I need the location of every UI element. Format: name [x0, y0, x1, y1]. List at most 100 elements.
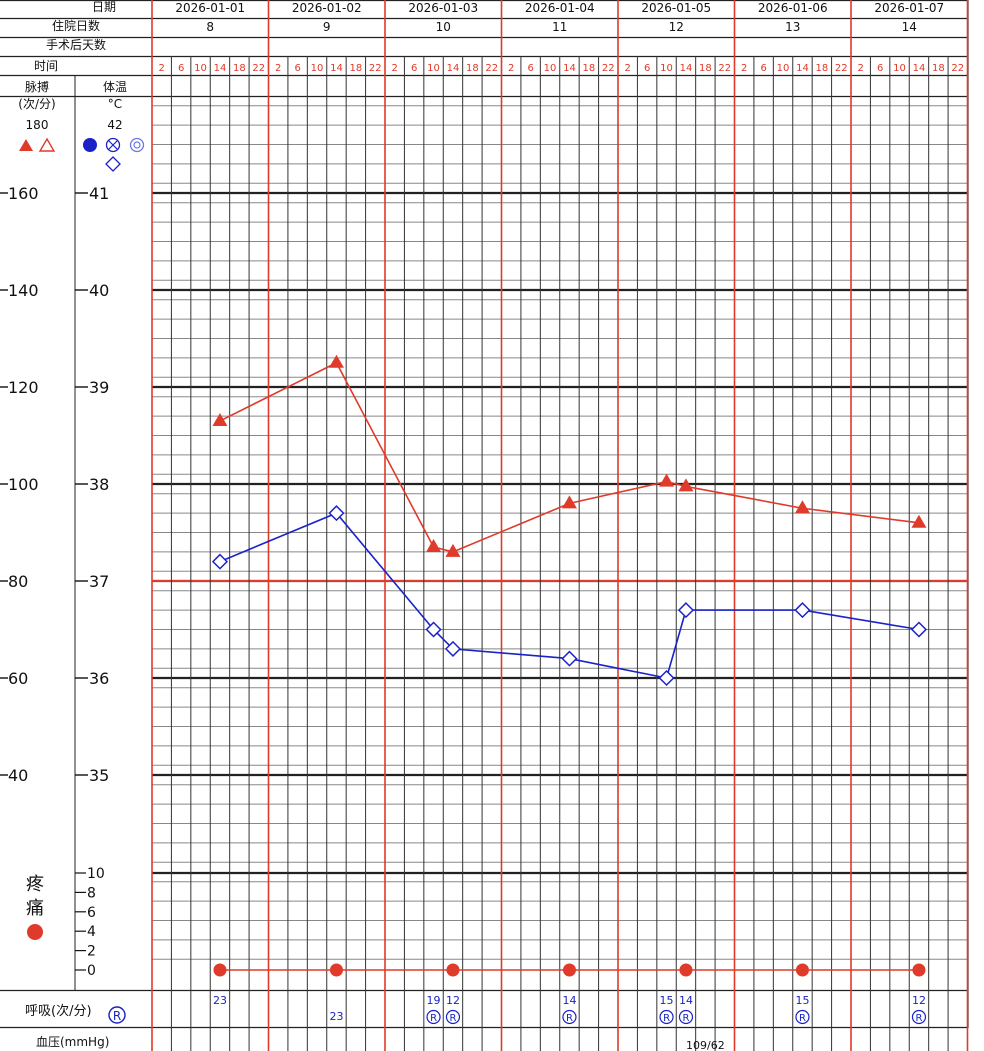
time-tick: 6: [178, 63, 184, 74]
respiration-value: 23: [329, 1010, 343, 1023]
respiration-r-circle-icon: [445, 1009, 461, 1025]
respiration-value: 14: [679, 994, 693, 1007]
pulse-point: [678, 478, 694, 492]
time-tick: 6: [760, 63, 766, 74]
pain-point: [446, 963, 460, 977]
pain-tick-4: 4: [87, 924, 96, 940]
time-tick: 18: [583, 63, 596, 74]
temp-tick-41: 41: [89, 184, 109, 203]
data-series: [211, 354, 928, 977]
respiration-r-circle-icon: [911, 1009, 927, 1025]
respiration-row: 23 23 19 R 12 R 14 R 15 R 14 R 15 R 12 R 109/62: [213, 994, 927, 1051]
post-op-days-label: 手术后天数: [46, 37, 106, 52]
pulse-point: [911, 514, 927, 528]
respiration-r-circle-icon: [795, 1009, 810, 1025]
respiration-r-letter: R: [663, 1013, 670, 1024]
respiration-r-circle-icon: [659, 1009, 674, 1025]
temp-ear-circle-icon: [129, 137, 145, 153]
pulse-point: [212, 412, 228, 426]
time-tick: 14: [330, 63, 343, 74]
time-tick: 18: [932, 63, 945, 74]
resp-r-letter: R: [113, 1009, 121, 1023]
pulse-point: [328, 354, 344, 368]
time-tick: 10: [893, 63, 906, 74]
hospital-days-label: 住院日数: [52, 18, 100, 33]
time-tick: 18: [350, 63, 363, 74]
temp-oral-dot-icon: [83, 138, 97, 152]
temperature-point: [425, 621, 442, 638]
time-tick: 10: [777, 63, 790, 74]
temperature-point: [561, 650, 578, 667]
pulse-hollow-triangle-icon: [38, 137, 56, 152]
respiration-r-letter: R: [449, 1013, 456, 1024]
pulse-point: [561, 495, 577, 509]
respiration-value: 14: [562, 994, 576, 1007]
pulse-filled-triangle-icon: [19, 139, 33, 151]
time-tick: 2: [508, 63, 514, 74]
time-tick: 6: [294, 63, 300, 74]
time-tick: 6: [877, 63, 883, 74]
time-tick: 10: [544, 63, 557, 74]
respiration-value: 12: [446, 994, 460, 1007]
time-tick: 10: [311, 63, 324, 74]
time-tick: 14: [563, 63, 576, 74]
temperature-point: [211, 553, 229, 570]
time-tick: 18: [816, 63, 829, 74]
temperature-point: [910, 621, 928, 638]
time-tick: 2: [858, 63, 864, 74]
date-2: 2026-01-02: [292, 1, 362, 15]
temperature-point: [794, 602, 811, 619]
pain-point: [562, 963, 576, 977]
temperature-point: [658, 669, 675, 687]
hospital-day-6: 13: [785, 20, 800, 34]
time-tick: 22: [602, 63, 615, 74]
hospital-day-2: 9: [323, 20, 331, 34]
pain-point: [912, 963, 926, 977]
time-tick: 2: [392, 63, 398, 74]
pain-tick-10: 10: [87, 866, 105, 882]
pulse-tick-120: 120: [8, 378, 39, 397]
hospital-day-5: 12: [669, 20, 684, 34]
legend-icons: R: [19, 137, 145, 1024]
hospital-day-1: 8: [206, 20, 214, 34]
temp-tick-39: 39: [89, 378, 109, 397]
time-tick: 10: [427, 63, 440, 74]
time-tick: 22: [718, 63, 731, 74]
temp-tick-38: 38: [89, 475, 109, 494]
blood-pressure-value: 109/62: [686, 1039, 725, 1051]
time-tick: 2: [625, 63, 631, 74]
time-tick: 18: [466, 63, 479, 74]
time-tick: 18: [699, 63, 712, 74]
pulse-series-line: [219, 361, 920, 553]
time-tick: 14: [913, 63, 926, 74]
pain-tick-8: 8: [87, 885, 96, 901]
pain-tick-2: 2: [87, 944, 96, 960]
respiration-r-letter: R: [915, 1013, 922, 1024]
pain-label-2: 痛: [26, 898, 44, 919]
hospital-day-4: 11: [552, 20, 567, 34]
date-3: 2026-01-03: [408, 1, 478, 15]
axis-ticks: 160 140 120 100 80 60 40 41 40 39 38 37 36 35 10 8 6 4 2 0: [0, 184, 109, 979]
pulse-top-value: 180: [26, 118, 49, 132]
resp-r-circle-icon: [108, 1006, 126, 1024]
date-label: 日期: [92, 0, 116, 14]
hospital-day-7: 14: [902, 20, 917, 34]
temperature-top-value: 42: [107, 118, 122, 132]
date-6: 2026-01-06: [758, 1, 828, 15]
time-tick: 2: [159, 63, 165, 74]
respiration-value: 15: [660, 994, 674, 1007]
pulse-point: [445, 543, 461, 557]
pain-dot-icon: [27, 924, 43, 940]
pain-point: [795, 963, 809, 977]
respiration-r-circle-icon: [678, 1009, 694, 1025]
time-label: 时间: [34, 59, 58, 73]
respiration-value: 12: [912, 994, 926, 1007]
date-7: 2026-01-07: [874, 1, 944, 15]
temperature-unit: °C: [108, 97, 122, 111]
date-4: 2026-01-04: [525, 1, 595, 15]
pulse-tick-80: 80: [8, 572, 28, 591]
temperature-point: [677, 602, 695, 619]
temp-tick-35: 35: [89, 766, 109, 785]
time-tick: 22: [252, 63, 265, 74]
time-tick: 22: [951, 63, 964, 74]
